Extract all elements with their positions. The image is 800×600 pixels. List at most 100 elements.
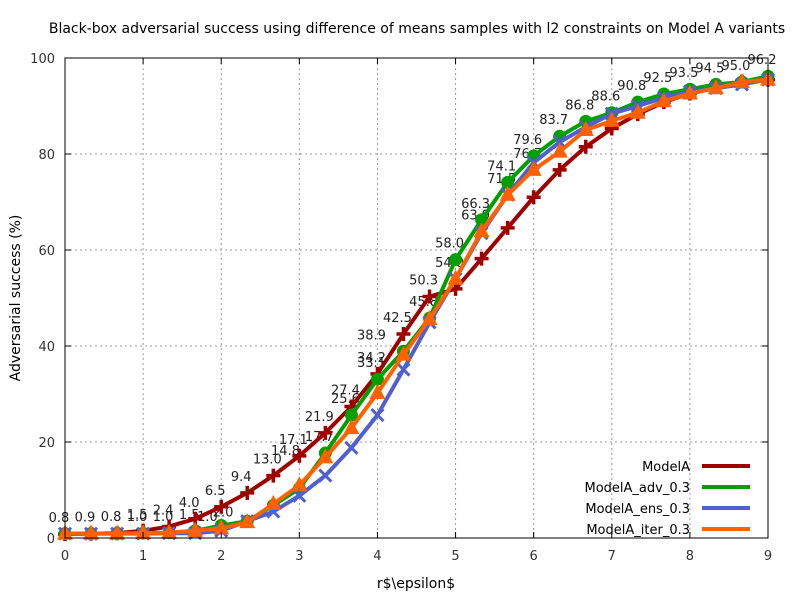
x-tick-label: 9 bbox=[764, 549, 772, 564]
data-label: 42.5 bbox=[383, 311, 412, 326]
data-label: 38.9 bbox=[357, 328, 386, 343]
data-label: 13.0 bbox=[253, 453, 282, 468]
data-point bbox=[681, 84, 698, 100]
legend: ModelA ModelA_adv_0.3 ModelA_ens_0.3 ModelA… bbox=[584, 460, 750, 538]
data-point bbox=[473, 222, 490, 238]
data-point bbox=[239, 513, 256, 529]
data-label: 58.0 bbox=[435, 237, 464, 252]
data-point bbox=[422, 289, 437, 304]
data-point bbox=[213, 519, 230, 535]
data-point bbox=[109, 524, 126, 540]
data-label: 93.5 bbox=[669, 66, 698, 81]
data-label: 66.3 bbox=[461, 197, 490, 212]
x-tick-label: 8 bbox=[686, 549, 694, 564]
data-label: 0.8 bbox=[49, 511, 70, 526]
data-label: 79.6 bbox=[513, 133, 542, 148]
data-point bbox=[135, 524, 152, 540]
data-point bbox=[499, 185, 516, 201]
data-label: 21.9 bbox=[305, 410, 334, 425]
data-point bbox=[292, 448, 307, 463]
chart-title: Black-box adversarial success using diff… bbox=[49, 21, 785, 37]
data-point bbox=[370, 372, 384, 386]
x-tick-label: 6 bbox=[530, 549, 538, 564]
series-layer bbox=[57, 69, 776, 542]
data-label: 90.8 bbox=[617, 79, 646, 94]
data-point bbox=[552, 162, 567, 177]
data-point bbox=[291, 476, 308, 492]
data-point bbox=[395, 345, 412, 361]
data-point bbox=[733, 73, 750, 88]
data-label: 27.4 bbox=[331, 383, 360, 398]
data-point bbox=[525, 160, 542, 176]
data-point bbox=[629, 103, 646, 119]
data-point bbox=[240, 485, 255, 500]
y-tick-label: 60 bbox=[38, 244, 55, 259]
data-label: 17.1 bbox=[279, 433, 308, 448]
ticks-layer: 0 1 2 3 4 5 6 7 8 9 0 20 40 60 80 100 bbox=[30, 52, 772, 564]
x-tick-label: 7 bbox=[608, 549, 616, 564]
data-point bbox=[214, 499, 229, 514]
x-tick-label: 2 bbox=[217, 549, 225, 564]
legend-label: ModelA bbox=[642, 460, 690, 475]
data-point bbox=[449, 253, 463, 267]
data-label: 0.9 bbox=[75, 511, 96, 526]
data-label: 94.5 bbox=[695, 61, 724, 76]
data-point bbox=[83, 524, 100, 540]
data-point bbox=[318, 468, 333, 483]
data-label: 92.5 bbox=[643, 71, 672, 86]
y-axis-label: Adversarial success (%) bbox=[8, 215, 24, 382]
data-point bbox=[421, 310, 438, 326]
x-axis-label: r$\epsilon$ bbox=[377, 576, 455, 592]
data-point bbox=[474, 251, 489, 266]
data-point bbox=[187, 521, 204, 537]
data-point bbox=[447, 269, 464, 285]
data-point bbox=[265, 494, 282, 510]
data-label: 96.2 bbox=[748, 53, 777, 68]
data-point bbox=[603, 111, 620, 127]
data-point bbox=[475, 213, 489, 227]
data-point bbox=[344, 408, 358, 422]
data-point bbox=[578, 139, 593, 154]
x-tick-label: 0 bbox=[61, 549, 69, 564]
x-tick-label: 3 bbox=[295, 549, 303, 564]
data-point bbox=[318, 425, 333, 440]
legend-label: ModelA_iter_0.3 bbox=[586, 523, 690, 538]
data-point bbox=[396, 327, 411, 341]
data-point bbox=[344, 440, 359, 455]
data-label: 34.2 bbox=[357, 351, 386, 366]
series-modela-iter-0-3 bbox=[57, 70, 776, 540]
data-point bbox=[655, 92, 672, 108]
y-tick-label: 80 bbox=[38, 148, 55, 163]
data-point bbox=[292, 488, 307, 503]
data-point bbox=[501, 175, 515, 189]
y-tick-label: 100 bbox=[30, 52, 55, 67]
data-point bbox=[369, 384, 386, 400]
data-point bbox=[396, 362, 411, 377]
data-label: 1.0 bbox=[127, 510, 148, 525]
data-point bbox=[577, 121, 594, 136]
data-point bbox=[317, 448, 334, 464]
data-point bbox=[526, 190, 541, 205]
data-label: 1.5 bbox=[127, 508, 148, 523]
legend-label: ModelA_adv_0.3 bbox=[584, 481, 690, 496]
data-label: 95.0 bbox=[722, 59, 751, 74]
data-label: 74.1 bbox=[487, 159, 516, 174]
data-point bbox=[500, 220, 515, 235]
data-label: 9.4 bbox=[231, 470, 252, 485]
data-point bbox=[343, 419, 360, 435]
data-point bbox=[266, 468, 281, 483]
y-tick-label: 0 bbox=[47, 532, 55, 547]
data-label: 88.6 bbox=[591, 90, 620, 105]
x-tick-label: 5 bbox=[451, 549, 459, 564]
plot-frame bbox=[64, 57, 769, 539]
y-tick-label: 40 bbox=[38, 340, 55, 355]
data-label: 0.8 bbox=[101, 510, 122, 525]
legend-label: ModelA_ens_0.3 bbox=[585, 502, 690, 517]
x-tick-label: 1 bbox=[139, 549, 147, 564]
series-line bbox=[65, 77, 769, 536]
data-point bbox=[370, 408, 385, 423]
data-labels-layer: 0.8 0.9 0.8 1.5 2.4 4.0 6.5 9.413.0 17.1 21.9 27.4… bbox=[49, 53, 777, 526]
data-label: 6.5 bbox=[205, 484, 226, 499]
data-label: 83.7 bbox=[539, 113, 568, 128]
